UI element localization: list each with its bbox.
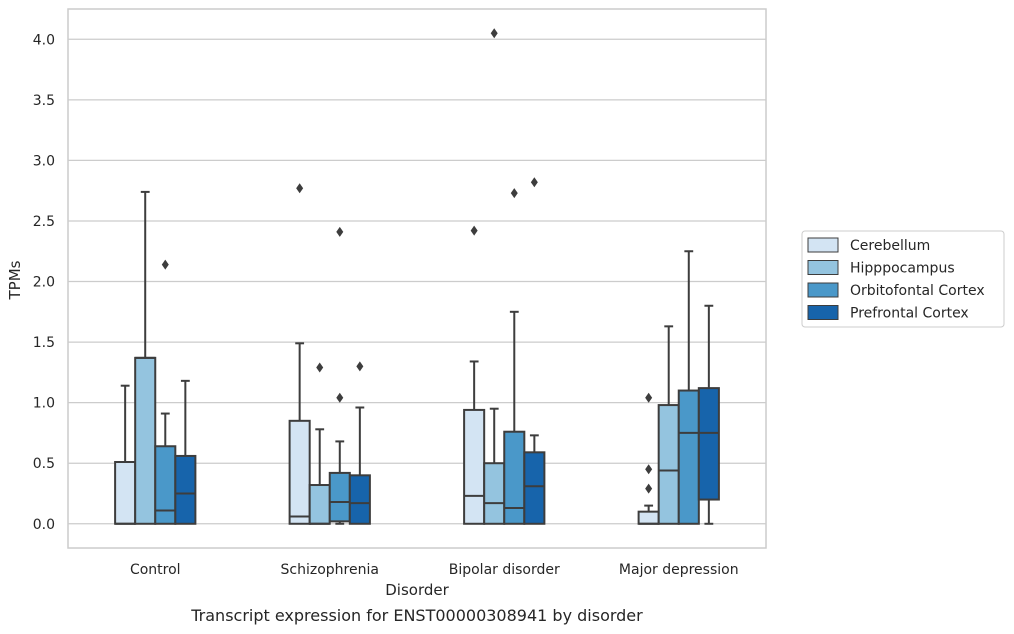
box-1-2: [328, 226, 351, 525]
chart-caption: Transcript expression for ENST0000030894…: [191, 606, 643, 625]
legend-label: Prefrontal Cortex: [850, 306, 969, 322]
outlier-point: [336, 392, 344, 403]
outlier-point: [530, 177, 538, 188]
box-body: [134, 356, 157, 525]
plot-frame: [67, 8, 767, 549]
outlier-point: [296, 183, 304, 194]
box-3-1: [657, 325, 680, 525]
outlier-point: [316, 362, 324, 373]
box-body: [463, 408, 486, 525]
outlier-point: [161, 259, 169, 270]
box-body: [697, 387, 720, 501]
legend-swatch: [807, 305, 839, 320]
legend-swatch: [807, 282, 839, 298]
box-0-0: [114, 384, 137, 525]
legend-label: Orbitofontal Cortex: [850, 283, 985, 299]
outlier-point: [336, 226, 344, 237]
box-body: [114, 461, 137, 525]
legend-swatch: [807, 237, 839, 253]
box-0-3: [174, 379, 197, 525]
y-tick-label: 1.0: [33, 396, 55, 412]
box-2-3: [523, 177, 546, 525]
x-tick-label: Bipolar disorder: [449, 562, 560, 578]
box-2-1: [483, 28, 506, 525]
y-tick-label: 0.0: [33, 517, 55, 533]
outlier-point: [470, 225, 478, 236]
outlier-point: [356, 361, 364, 372]
box-groups: [114, 28, 720, 525]
y-tick-label: 3.0: [33, 153, 55, 169]
box-2-2: [503, 188, 526, 525]
box-body: [174, 454, 197, 525]
y-tick-label: 1.5: [33, 335, 55, 351]
box-body: [503, 430, 526, 525]
box-0-2: [154, 259, 177, 525]
box-body: [637, 510, 660, 525]
legend-swatch: [807, 260, 839, 275]
box-body: [483, 462, 506, 525]
box-1-0: [288, 183, 311, 525]
x-tick-label: Schizophrenia: [281, 562, 379, 578]
box-body: [348, 474, 371, 525]
box-body: [288, 419, 311, 525]
box-body: [154, 445, 177, 525]
box-body: [523, 451, 546, 525]
box-body: [657, 404, 680, 525]
box-2-0: [463, 225, 486, 525]
box-1-3: [348, 361, 371, 525]
outlier-point: [490, 28, 498, 39]
outlier-point: [645, 392, 653, 403]
x-tick-label: Major depression: [619, 562, 739, 578]
box-body: [677, 389, 700, 525]
box-3-2: [677, 250, 700, 525]
box-3-3: [697, 304, 720, 525]
y-tick-label: 3.5: [33, 93, 55, 109]
box-0-1: [134, 190, 157, 525]
y-tick-label: 2.5: [33, 214, 55, 230]
outlier-point: [645, 483, 653, 494]
x-tick-label: Control: [130, 562, 181, 578]
x-tick-labels: Control Schizophrenia Bipolar disorder Majo…: [130, 562, 739, 578]
box-3-0: [637, 392, 660, 525]
outlier-point: [510, 188, 518, 199]
box-body: [328, 471, 351, 523]
box-1-1: [308, 362, 331, 525]
y-axis-label: TPMs: [6, 260, 24, 300]
x-axis-label: Disorder: [385, 581, 449, 599]
legend-frame: [801, 230, 1005, 328]
y-tick-labels: 0.0 0.5 1.0 1.5 2.0 2.5 3.0 3.5 4.0: [33, 32, 55, 532]
y-tick-label: 4.0: [33, 32, 55, 48]
legend: Cerebellum Hipppocampus Orbitofontal Corte…: [801, 230, 1005, 328]
legend-label: Hipppocampus: [850, 261, 955, 277]
legend-label: Cerebellum: [850, 238, 930, 254]
y-tick-label: 2.0: [33, 275, 55, 291]
outlier-point: [645, 464, 653, 475]
box-body: [308, 484, 331, 525]
y-tick-label: 0.5: [33, 456, 55, 472]
